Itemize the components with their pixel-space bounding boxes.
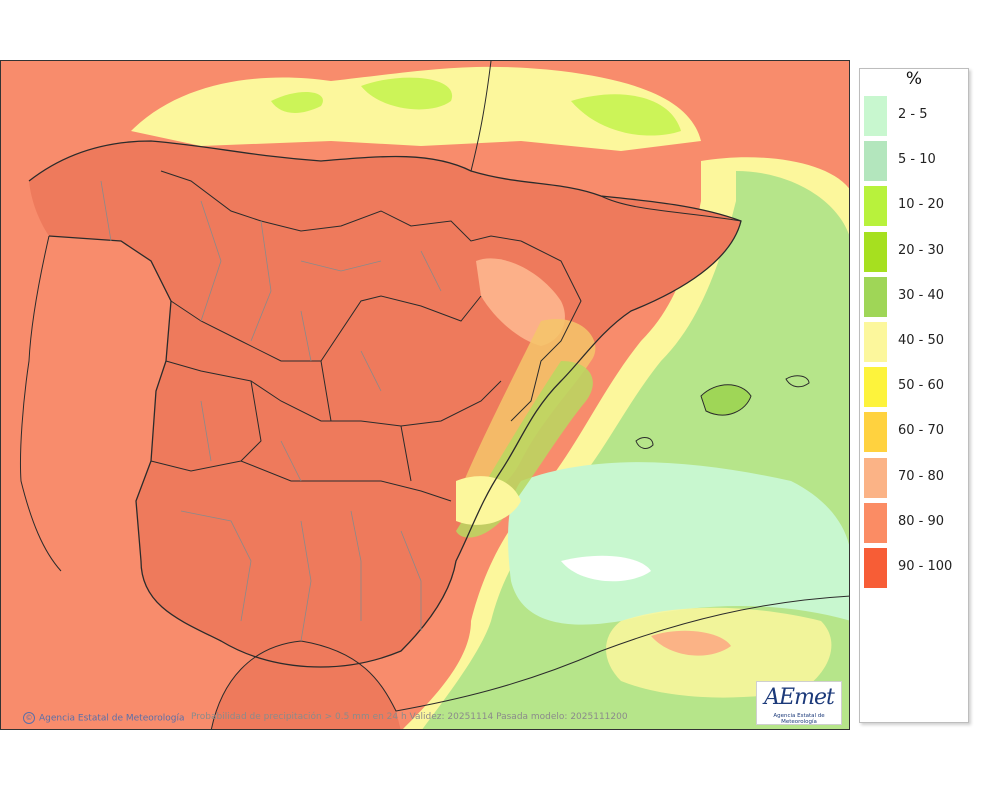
legend-item: 10 - 20 — [864, 186, 966, 227]
map-canvas — [1, 61, 849, 729]
aemet-logo: AEmet Agencia Estatal de Meteorología — [756, 681, 842, 725]
france-coastline — [470, 61, 492, 172]
legend-swatch — [864, 96, 887, 136]
legend-label: 60 - 70 — [898, 423, 945, 439]
legend-label: 10 - 20 — [898, 197, 945, 213]
legend-item: 2 - 5 — [864, 96, 966, 136]
region-border-north — [160, 170, 522, 242]
legend-swatch — [864, 141, 887, 182]
legend-label: 20 - 30 — [898, 242, 945, 258]
aemet-logo-word: AEmet — [764, 685, 835, 710]
region-border-south — [150, 460, 452, 502]
med-light-green — [508, 462, 849, 625]
legend-item: 40 - 50 — [864, 322, 966, 362]
copyright-icon: © — [23, 712, 35, 724]
legend-title: % — [905, 69, 923, 89]
legend-panel: % 2 - 5 5 - 10 10 - 20 20 - 30 30 - 40 40 - 5… — [859, 68, 969, 723]
legend-label: 2 - 5 — [898, 107, 928, 122]
legend-label: 30 - 40 — [898, 287, 945, 303]
legend-item: 70 - 80 — [864, 457, 966, 498]
africa-coast-orange — [651, 630, 731, 656]
legend-label: 5 - 10 — [898, 152, 936, 168]
legend-label: 40 - 50 — [898, 333, 945, 348]
legend-swatch — [864, 412, 887, 453]
legend-label: 90 - 100 — [898, 559, 953, 574]
spain-land — [29, 141, 741, 668]
legend-item: 5 - 10 — [864, 141, 966, 182]
legend-swatch — [864, 367, 887, 408]
legend-label: 50 - 60 — [898, 378, 945, 394]
precipitation-probability-map: © Agencia Estatal de Meteorología Probabi… — [0, 60, 850, 730]
legend-swatch — [864, 457, 887, 498]
spain-coastline — [28, 140, 742, 668]
legend-item: 90 - 100 — [864, 548, 966, 588]
aemet-logo-subtext: Agencia Estatal de Meteorología — [773, 713, 825, 725]
legend-label: 80 - 90 — [898, 513, 945, 529]
legend-swatch — [864, 502, 887, 543]
legend-item: 20 - 30 — [864, 231, 966, 272]
legend-item: 80 - 90 — [864, 502, 966, 543]
province-borders — [100, 180, 442, 642]
region-border-central — [170, 295, 482, 362]
legend-swatch — [864, 322, 887, 362]
north-africa-coastline — [210, 595, 849, 729]
region-border-east — [510, 240, 582, 422]
portugal-land — [20, 236, 172, 571]
legend-swatch — [864, 276, 887, 317]
legend-item: 60 - 70 — [864, 412, 966, 453]
pyrenees-border — [600, 195, 742, 222]
map-caption: Probabilidad de precipitación > 0.5 mm e… — [191, 712, 628, 722]
region-border-inner — [240, 360, 412, 482]
legend-swatch — [864, 186, 887, 227]
med-white-patch — [561, 555, 651, 582]
region-border-mid — [165, 360, 502, 427]
legend-item: 50 - 60 — [864, 367, 966, 408]
valencia-yellow — [456, 476, 521, 525]
mallorca — [700, 384, 752, 416]
menorca — [785, 375, 810, 388]
legend-item: 30 - 40 — [864, 276, 966, 317]
legend-label: 70 - 80 — [898, 468, 945, 484]
legend-swatch — [864, 231, 887, 272]
ibiza — [635, 437, 654, 449]
north-band-green — [271, 77, 681, 136]
agency-credit: © Agencia Estatal de Meteorología — [23, 712, 185, 724]
portugal-coastline — [19, 235, 62, 572]
legend-swatch — [864, 548, 887, 588]
agency-credit-text: Agencia Estatal de Meteorología — [39, 713, 185, 724]
